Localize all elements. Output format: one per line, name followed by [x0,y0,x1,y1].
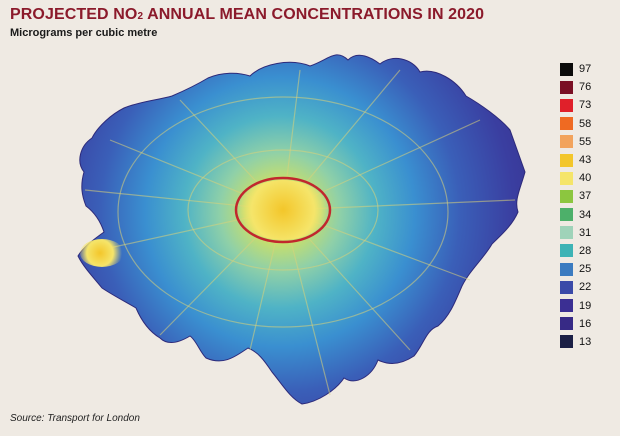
legend-item: 13 [560,333,612,351]
legend-swatch [560,80,573,94]
legend-swatch [560,244,573,258]
legend-item: 73 [560,96,612,114]
legend-swatch [560,335,573,349]
legend-swatch [560,117,573,131]
central-core [238,180,328,240]
legend-label: 22 [579,281,592,294]
legend-label: 97 [579,63,592,76]
legend-item: 22 [560,278,612,296]
legend-swatch [560,226,573,240]
legend-label: 25 [579,263,592,276]
legend-item: 43 [560,151,612,169]
legend-item: 58 [560,115,612,133]
legend-label: 43 [579,154,592,167]
legend: 97 76 73 58 55 43 40 37 34 31 28 25 22 19 16 13 [560,60,612,351]
legend-label: 73 [579,99,592,112]
legend-swatch [560,280,573,294]
legend-label: 13 [579,335,592,348]
legend-item: 31 [560,224,612,242]
heathrow-hotspot [80,239,124,267]
legend-swatch [560,299,573,313]
legend-swatch [560,135,573,149]
source-credit: Source: Transport for London [10,413,140,424]
legend-item: 19 [560,296,612,314]
legend-label: 19 [579,299,592,312]
legend-item: 97 [560,60,612,78]
legend-label: 31 [579,226,592,239]
legend-swatch [560,317,573,331]
legend-item: 28 [560,242,612,260]
legend-swatch [560,262,573,276]
legend-item: 40 [560,169,612,187]
legend-swatch [560,62,573,76]
legend-label: 34 [579,208,592,221]
legend-label: 40 [579,172,592,185]
legend-swatch [560,98,573,112]
legend-label: 76 [579,81,592,94]
legend-item: 34 [560,206,612,224]
legend-item: 25 [560,260,612,278]
legend-label: 55 [579,135,592,148]
map-subtitle: Micrograms per cubic metre [10,27,158,39]
legend-label: 37 [579,190,592,203]
map-title: PROJECTED NO2 ANNUAL MEAN CONCENTRATIONS… [10,6,485,23]
legend-swatch [560,171,573,185]
central-london-highlight-ring [234,176,332,244]
legend-item: 76 [560,78,612,96]
legend-label: 28 [579,244,592,257]
legend-swatch [560,189,573,203]
legend-label: 16 [579,317,592,330]
legend-item: 55 [560,133,612,151]
legend-label: 58 [579,117,592,130]
legend-swatch [560,208,573,222]
legend-item: 37 [560,187,612,205]
legend-swatch [560,153,573,167]
legend-item: 16 [560,315,612,333]
